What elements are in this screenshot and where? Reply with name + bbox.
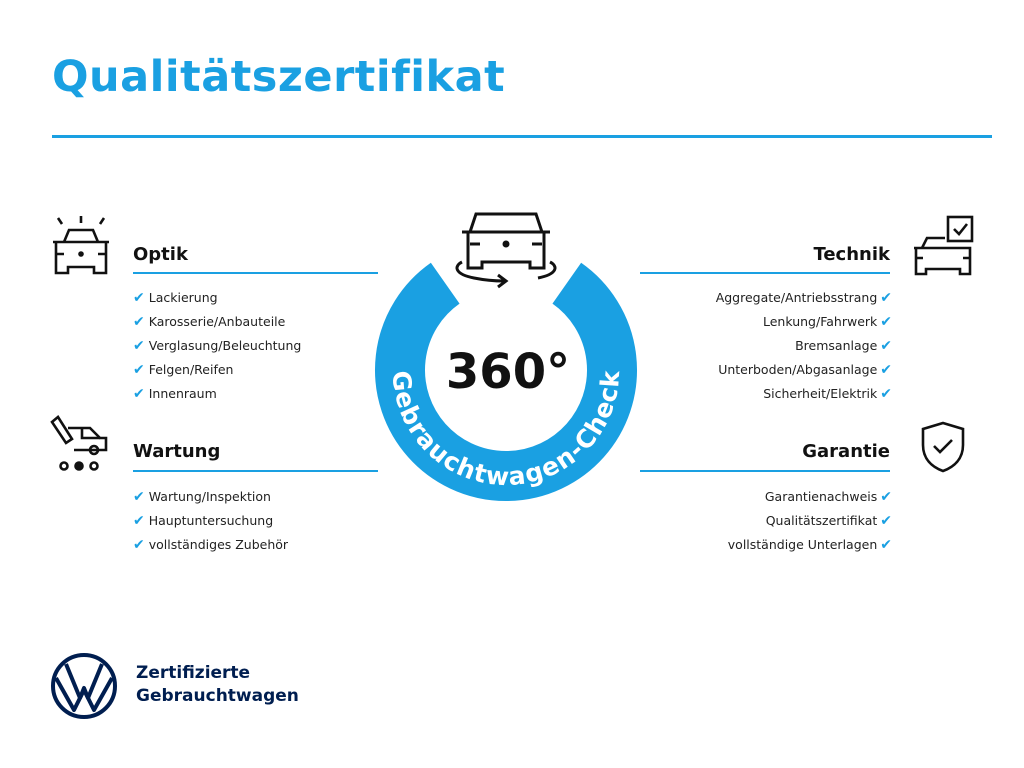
- list-item: ✔ Felgen/Reifen: [133, 362, 234, 378]
- list-item: Unterboden/Abgasanlage ✔: [718, 362, 892, 378]
- check-icon: ✔: [880, 386, 892, 402]
- 360-label: 360°: [446, 344, 570, 400]
- list-item: ✔ Hauptuntersuchung: [133, 513, 274, 529]
- check-icon: ✔: [133, 362, 145, 378]
- check-icon: ✔: [880, 290, 892, 306]
- title-divider: [52, 135, 992, 138]
- section-heading-garantie: Garantie: [802, 441, 890, 462]
- list-item: ✔ Innenraum: [133, 386, 217, 402]
- list-item: ✔ Lackierung: [133, 290, 218, 306]
- garantie-divider: [640, 470, 890, 472]
- list-item: Garantienachweis ✔: [764, 489, 892, 505]
- car-checklist-icon: [914, 215, 974, 276]
- optik-list: ✔ Lackierung ✔ Karosserie/Anbauteile ✔ Verg…: [133, 286, 301, 406]
- shield-check-icon: [921, 421, 965, 473]
- ring: [375, 262, 637, 501]
- list-item: Lenkung/Fahrwerk ✔: [763, 314, 892, 330]
- check-icon: ✔: [133, 338, 145, 354]
- vw-logo: [51, 653, 117, 719]
- list-item: Sicherheit/Elektrik ✔: [763, 386, 892, 402]
- car-service-icon: [50, 415, 108, 471]
- list-item: ✔ vollständiges Zubehör: [133, 537, 289, 553]
- brand-text: Zertifizierte Gebrauchtwagen: [136, 663, 299, 706]
- list-item: Aggregate/Antriebsstrang ✔: [715, 290, 892, 306]
- technik-divider: [640, 272, 890, 274]
- list-item: ✔ Verglasung/Beleuchtung: [133, 338, 302, 354]
- check-icon: ✔: [133, 537, 145, 553]
- section-heading-optik: Optik: [133, 244, 188, 265]
- optik-divider: [133, 272, 378, 274]
- check-icon: ✔: [880, 489, 892, 505]
- check-icon: ✔: [133, 386, 145, 402]
- page-title: Qualitätszertifikat: [52, 52, 506, 102]
- check-icon: ✔: [133, 489, 145, 505]
- section-heading-technik: Technik: [813, 244, 890, 265]
- list-item: ✔ Karosserie/Anbauteile: [133, 314, 286, 330]
- check-icon: ✔: [880, 338, 892, 354]
- wartung-divider: [133, 470, 378, 472]
- check-icon: ✔: [133, 513, 145, 529]
- list-item: Bremsanlage ✔: [795, 338, 892, 354]
- check-icon: ✔: [880, 314, 892, 330]
- garantie-list: Garantienachweis ✔ Qualitätszertifikat ✔ v…: [728, 485, 892, 557]
- check-icon: ✔: [880, 362, 892, 378]
- section-heading-wartung: Wartung: [133, 441, 221, 462]
- wartung-list: ✔ Wartung/Inspektion ✔ Hauptuntersuchung ✔…: [133, 485, 288, 557]
- check-icon: ✔: [133, 314, 145, 330]
- car-lights-icon: [53, 216, 109, 275]
- list-item: vollständige Unterlagen ✔: [727, 537, 892, 553]
- list-item: ✔ Wartung/Inspektion: [133, 489, 271, 505]
- check-icon: ✔: [133, 290, 145, 306]
- technik-list: Aggregate/Antriebsstrang ✔ Lenkung/Fahrwe…: [716, 286, 892, 406]
- check-icon: ✔: [880, 537, 892, 553]
- car-rotate-icon: [455, 212, 557, 289]
- check-icon: ✔: [880, 513, 892, 529]
- list-item: Qualitätszertifikat ✔: [765, 513, 892, 529]
